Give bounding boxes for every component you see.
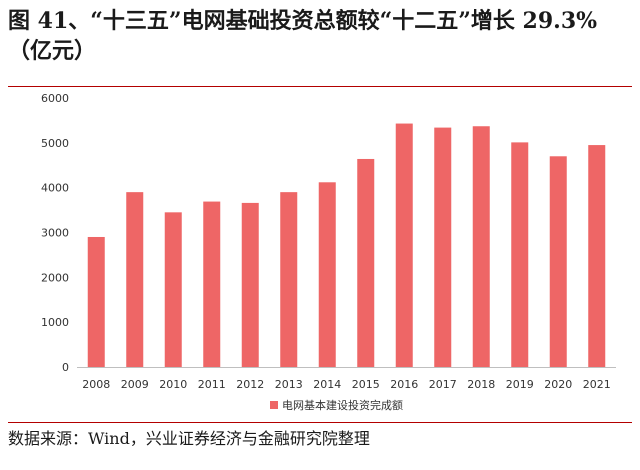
legend-swatch — [270, 401, 278, 409]
bar-2020 — [549, 156, 567, 367]
bar-2009 — [126, 192, 144, 367]
bar-2008 — [87, 236, 105, 367]
x-tick-label: 2011 — [198, 378, 226, 391]
bar-2014 — [318, 182, 336, 367]
x-tick-label: 2009 — [121, 378, 149, 391]
bar-2018 — [472, 126, 490, 367]
y-tick-label: 5000 — [41, 137, 69, 150]
bars — [87, 123, 606, 368]
bar-2010 — [164, 212, 182, 367]
x-tick-label: 2012 — [236, 378, 264, 391]
source-rule — [8, 422, 632, 423]
bar-2011 — [203, 201, 221, 367]
x-tick-label: 2016 — [390, 378, 418, 391]
chart-title: 图 41、“十三五”电网基础投资总额较“十二五”增长 29.3%（亿元） — [8, 8, 598, 64]
bar-2017 — [434, 127, 452, 367]
source-note: 数据来源：Wind，兴业证券经济与金融研究院整理 — [8, 429, 370, 448]
x-tick-label: 2010 — [159, 378, 187, 391]
bar-2012 — [241, 202, 259, 367]
bar-2016 — [395, 123, 413, 368]
x-axis: 2008 2009 2010 2011 2012 2013 2014 2015 2016 2017… — [77, 367, 616, 391]
legend-label: 电网基本建设投资完成额 — [282, 398, 403, 412]
x-tick-label: 2019 — [506, 378, 534, 391]
bar-2015 — [357, 158, 375, 367]
title-rule — [8, 86, 632, 87]
x-tick-label: 2015 — [352, 378, 380, 391]
x-tick-label: 2017 — [429, 378, 457, 391]
y-tick-label: 2000 — [41, 271, 69, 284]
x-tick-label: 2008 — [82, 378, 110, 391]
x-tick-label: 2020 — [544, 378, 572, 391]
legend: 电网基本建设投资完成额 — [270, 398, 403, 412]
y-tick-label: 1000 — [41, 316, 69, 329]
y-tick-label: 4000 — [41, 182, 69, 195]
bar-2013 — [280, 192, 298, 367]
x-tick-label: 2018 — [467, 378, 495, 391]
y-tick-label: 0 — [62, 361, 69, 374]
x-tick-label: 2021 — [583, 378, 611, 391]
x-tick-label: 2013 — [275, 378, 303, 391]
y-axis: 0 1000 2000 3000 4000 5000 6000 — [41, 92, 69, 374]
y-tick-label: 3000 — [41, 227, 69, 240]
bar-2019 — [511, 142, 529, 367]
x-tick-label: 2014 — [313, 378, 341, 391]
y-tick-label: 6000 — [41, 92, 69, 105]
bar-2021 — [588, 145, 606, 367]
